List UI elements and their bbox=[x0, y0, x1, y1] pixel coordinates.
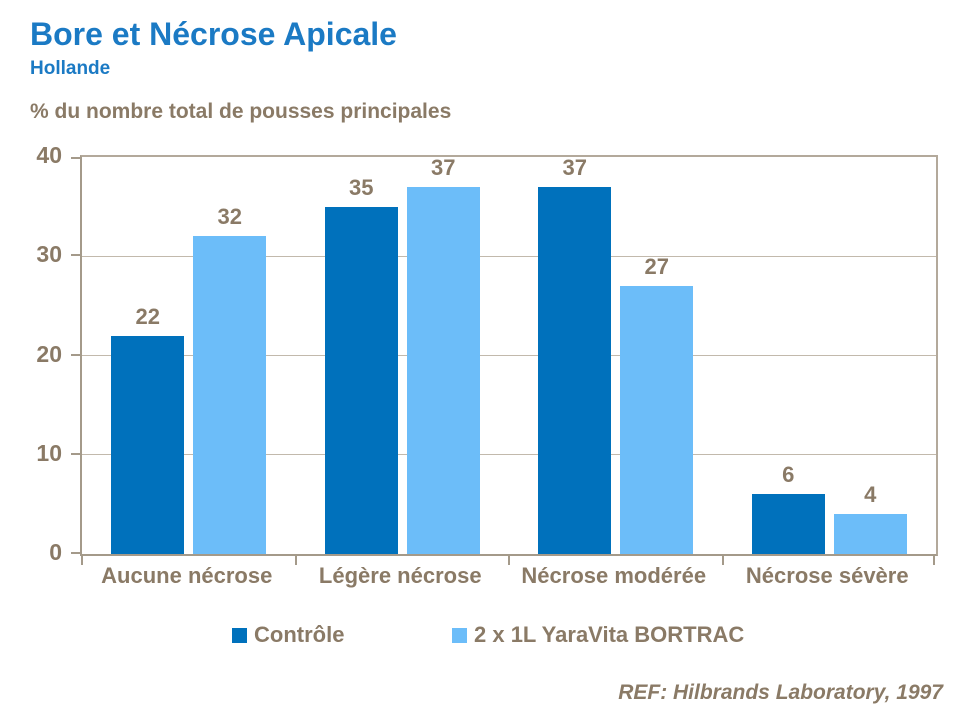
bar bbox=[538, 186, 612, 554]
bar bbox=[406, 186, 480, 554]
plot-area: 22 32 35 37 37 27 6 4 bbox=[71, 154, 938, 565]
y-axis-tick bbox=[71, 157, 80, 159]
bar bbox=[620, 286, 694, 554]
y-tick-label: 0 bbox=[49, 539, 62, 565]
bar bbox=[833, 514, 907, 554]
bar-value-label: 6 bbox=[782, 462, 795, 488]
bar-value-label: 4 bbox=[864, 482, 877, 508]
bar-value-label: 37 bbox=[562, 154, 587, 180]
gridline bbox=[82, 255, 936, 257]
bar-value-label: 32 bbox=[217, 204, 242, 230]
legend-swatch bbox=[452, 627, 467, 643]
bar bbox=[193, 236, 267, 554]
x-category-label: Aucune nécrose bbox=[101, 563, 273, 588]
y-tick-label: 10 bbox=[36, 439, 62, 466]
x-axis-tick bbox=[294, 556, 297, 565]
bar bbox=[751, 494, 825, 554]
y-tick-label: 20 bbox=[36, 340, 62, 367]
x-axis-tick bbox=[81, 556, 83, 565]
gridline bbox=[82, 454, 936, 456]
y-tick-label: 40 bbox=[36, 142, 62, 168]
page-title: Bore et Nécrose Apicale bbox=[30, 16, 397, 52]
y-tick-label: 30 bbox=[36, 241, 62, 268]
y-axis-tick bbox=[71, 552, 80, 554]
x-axis-tick bbox=[721, 556, 724, 565]
y-axis-tick bbox=[71, 452, 80, 455]
x-category-label: Légère nécrose bbox=[318, 563, 482, 588]
x-category-label: Nécrose modérée bbox=[521, 563, 707, 588]
legend-item: Contrôle bbox=[232, 621, 344, 649]
y-axis-note: % du nombre total de pousses principales bbox=[30, 100, 452, 123]
gridline bbox=[82, 355, 936, 356]
reference-note: REF: Hilbrands Laboratory, 1997 bbox=[618, 681, 943, 704]
bar bbox=[111, 335, 185, 554]
legend-label: 2 x 1L YaraVita BORTRAC bbox=[474, 622, 745, 647]
bar-value-label: 37 bbox=[431, 154, 456, 180]
legend-label: Contrôle bbox=[254, 622, 345, 647]
x-axis-tick bbox=[933, 556, 935, 565]
page-subtitle: Hollande bbox=[30, 58, 111, 79]
x-category-label: Nécrose sévère bbox=[745, 563, 909, 588]
x-axis-tick bbox=[508, 556, 510, 565]
y-axis-tick bbox=[71, 353, 80, 356]
bar-value-label: 35 bbox=[349, 174, 374, 200]
bar bbox=[324, 206, 398, 554]
y-axis-tick bbox=[71, 254, 80, 257]
legend-swatch bbox=[232, 627, 247, 643]
legend-item: 2 x 1L YaraVita BORTRAC bbox=[452, 621, 744, 649]
bar-value-label: 22 bbox=[135, 303, 160, 329]
bar-value-label: 27 bbox=[644, 254, 669, 280]
